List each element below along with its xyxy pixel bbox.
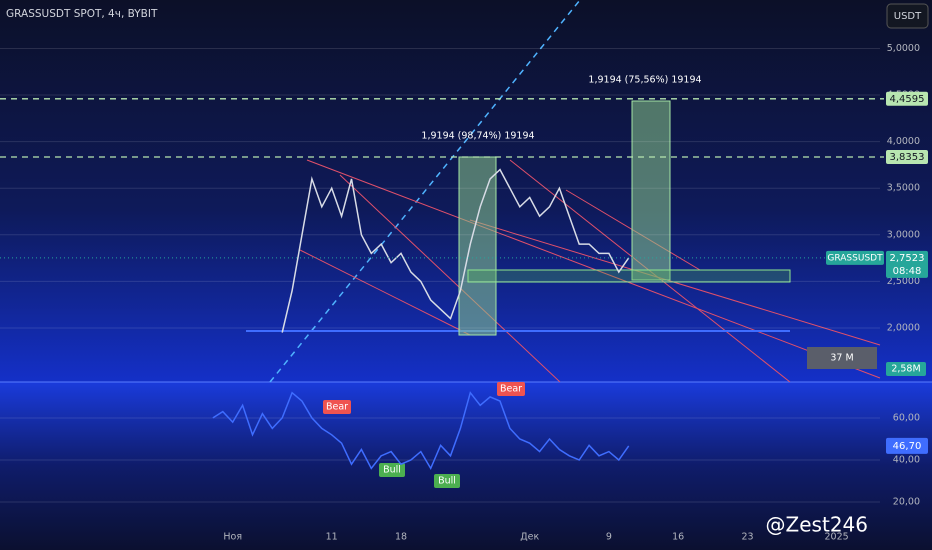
y-tick-label: 5,0000 — [887, 43, 920, 54]
signal-label: Bull — [383, 465, 401, 476]
trend-line — [339, 174, 561, 383]
level-tag — [886, 149, 928, 164]
y-tick-label: 4,0000 — [887, 136, 920, 147]
measure-label: 1,9194 (98,74%) 19194 — [421, 131, 534, 142]
zone-box — [467, 269, 791, 283]
range-volume-box — [807, 347, 877, 369]
y-tick-label: 3,0000 — [887, 229, 920, 240]
signal-tag — [434, 474, 460, 488]
range-volume: 37 M — [830, 353, 853, 364]
series-line — [281, 168, 630, 333]
price-label: 2,7523 — [890, 253, 925, 264]
volume-tag — [886, 362, 926, 376]
value-tag — [886, 437, 928, 454]
measure-label: 1,9194 (75,56%) 19194 — [588, 75, 701, 86]
symbol-tag — [826, 250, 884, 265]
x-tick-label: 2025 — [825, 532, 849, 543]
signal-label: Bear — [500, 384, 522, 395]
currency[interactable]: USDT — [894, 11, 922, 22]
y-tick-label: 3,5000 — [887, 183, 920, 194]
level-label: 3,8353 — [890, 152, 925, 163]
measure-box — [458, 156, 497, 336]
drawings — [246, 0, 881, 383]
signal-tag — [497, 382, 525, 396]
level-tag — [886, 91, 928, 106]
symbol-label: GRASSUSDT — [827, 253, 883, 263]
x-tick-label: 11 — [326, 532, 338, 543]
signal-tag — [323, 400, 351, 414]
series-line — [212, 391, 630, 471]
value-label: 46,70 — [893, 441, 922, 452]
signal-tag — [379, 463, 405, 477]
countdown: 08:48 — [893, 266, 922, 277]
x-tick-label: Дек — [520, 532, 539, 543]
x-tick-label: 23 — [741, 532, 753, 543]
trend-line — [299, 249, 471, 336]
y-tick-label: 40,00 — [893, 454, 920, 465]
y-tick-label: 2,0000 — [887, 322, 920, 333]
y-tick-label: 20,00 — [893, 497, 920, 508]
measure-box — [631, 100, 671, 281]
currency-button[interactable] — [886, 3, 929, 29]
watermark: @Zest246 — [766, 513, 868, 537]
signal-label: Bear — [326, 402, 348, 413]
trend-line — [306, 159, 881, 379]
y-tick-label: 60,00 — [893, 412, 920, 423]
x-tick-label: Ноя — [223, 532, 242, 543]
x-tick-label: 16 — [672, 532, 684, 543]
symbol-title: GRASSUSDT SPOT, 4ч, BYBIT — [6, 8, 158, 20]
level-label: 4,4595 — [890, 94, 925, 105]
volume-label: 2,58M — [891, 364, 920, 375]
y-tick-label: 2,5000 — [887, 276, 920, 287]
x-tick-label: 9 — [606, 532, 612, 543]
x-tick-label: 18 — [395, 532, 407, 543]
trend-line — [269, 0, 581, 383]
price-tag — [886, 250, 928, 278]
signal-label: Bull — [438, 476, 456, 487]
